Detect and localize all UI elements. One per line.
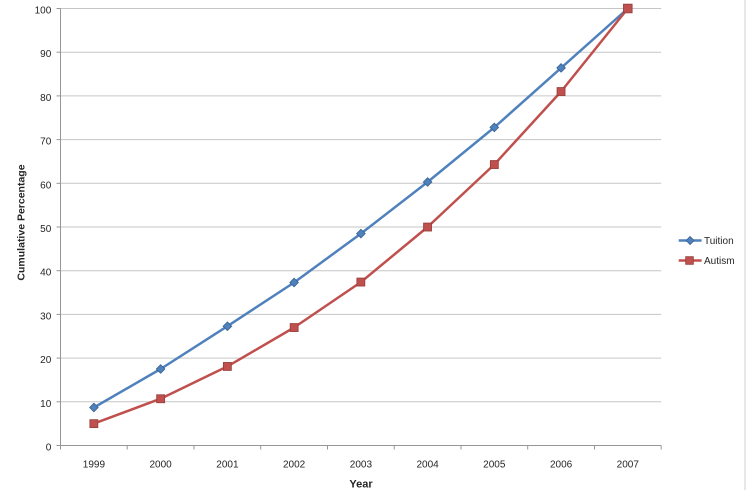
- svg-text:70: 70: [40, 137, 52, 148]
- svg-text:2005: 2005: [483, 460, 506, 471]
- svg-text:Cumulative Percentage: Cumulative Percentage: [15, 164, 27, 280]
- svg-text:2002: 2002: [283, 460, 306, 471]
- svg-text:40: 40: [40, 268, 52, 279]
- svg-text:2004: 2004: [416, 460, 439, 471]
- svg-text:80: 80: [40, 93, 52, 104]
- svg-text:100: 100: [35, 6, 52, 17]
- svg-text:60: 60: [40, 180, 52, 191]
- svg-text:0: 0: [46, 443, 52, 454]
- svg-text:1999: 1999: [83, 460, 106, 471]
- svg-text:20: 20: [40, 355, 52, 366]
- svg-text:2000: 2000: [149, 460, 172, 471]
- svg-text:2006: 2006: [550, 460, 573, 471]
- svg-text:30: 30: [40, 311, 52, 322]
- svg-text:2003: 2003: [350, 460, 373, 471]
- svg-text:Year: Year: [349, 479, 373, 491]
- svg-text:Autism: Autism: [704, 256, 735, 267]
- svg-text:Tuition: Tuition: [704, 236, 734, 247]
- svg-text:10: 10: [40, 399, 52, 410]
- svg-text:2007: 2007: [617, 460, 640, 471]
- svg-text:2001: 2001: [216, 460, 239, 471]
- svg-text:90: 90: [40, 49, 52, 60]
- svg-text:50: 50: [40, 224, 52, 235]
